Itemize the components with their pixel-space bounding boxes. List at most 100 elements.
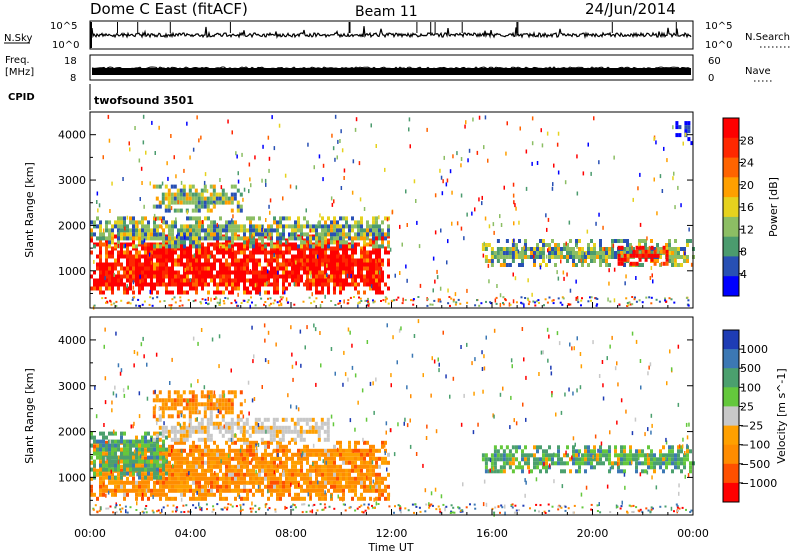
y-tick-label: 3000 xyxy=(58,380,86,393)
y-tick-label: 3000 xyxy=(58,174,86,187)
power-region-2 xyxy=(152,184,243,213)
colorbar-swatch xyxy=(723,236,739,257)
nsky-label: N.Sky xyxy=(4,33,32,44)
time-axis-label: Time UT xyxy=(367,541,413,554)
colorbar-swatch xyxy=(723,444,739,465)
x-tick-label: 12:00 xyxy=(376,527,408,540)
colorbar-tick-label: 16 xyxy=(740,201,754,214)
velocity-data-layer xyxy=(90,319,695,517)
cpid-value: twofsound 3501 xyxy=(94,94,194,107)
x-tick-label: 08:00 xyxy=(275,527,307,540)
cpid-panel: CPID twofsound 3501 xyxy=(8,84,194,110)
colorbar-swatch xyxy=(723,387,739,407)
power-data-layer xyxy=(90,114,695,310)
y-tick-label: 4000 xyxy=(58,129,86,142)
nave-axis-top: 60 xyxy=(708,56,721,67)
colorbar-tick-label: 25 xyxy=(740,400,754,413)
velocity-colorbar-label-text: Velocity [m s^-1] xyxy=(775,368,788,463)
colorbar-tick-label: 8 xyxy=(740,246,747,259)
y-tick-label: 1000 xyxy=(58,471,86,484)
colorbar-swatch xyxy=(723,177,739,198)
power-region-4 xyxy=(617,245,669,266)
colorbar-swatch xyxy=(723,425,739,446)
freq-trace xyxy=(91,66,691,75)
y-tick-label: 2000 xyxy=(58,219,86,232)
power-region-5 xyxy=(675,121,694,146)
nave-axis-bottom: 0 xyxy=(708,73,714,84)
colorbar-tick-label: −500 xyxy=(740,458,770,471)
velocity-y-label: Slant Range [km] xyxy=(23,368,36,464)
nsky-axis-top: 10^5 xyxy=(50,21,77,32)
velocity-colorbar-ticks: 1000 500 100 25 −25 −100 −500 −1000 xyxy=(739,343,777,490)
freq-line xyxy=(91,66,691,70)
power-y-ticks: 1000 2000 3000 4000 xyxy=(58,129,693,294)
vel-region-0 xyxy=(90,440,390,501)
freq-axis-bottom: 8 xyxy=(70,73,76,84)
power-region-1 xyxy=(90,216,390,249)
nsearch-axis-top: 10^5 xyxy=(705,21,732,32)
x-tick-label: 16:00 xyxy=(476,527,508,540)
date-title: 24/Jun/2014 xyxy=(585,0,676,18)
nsky-line xyxy=(90,26,692,40)
colorbar-swatch xyxy=(723,368,739,388)
colorbar-swatch xyxy=(723,330,739,350)
x-tick-label: 04:00 xyxy=(175,527,207,540)
y-tick-label: 4000 xyxy=(58,334,86,347)
power-colorbar-label: Power [dB] xyxy=(767,177,780,237)
colorbar-tick-label: 100 xyxy=(740,381,761,394)
colorbar-swatch xyxy=(723,216,739,238)
colorbar-tick-label: 4 xyxy=(740,268,747,281)
nsky-trace xyxy=(90,22,692,48)
velocity-panel: 1000 2000 3000 4000 Slant Range [km] xyxy=(23,316,695,517)
colorbar-tick-label: 1000 xyxy=(740,343,768,356)
x-tick-label: 00:00 xyxy=(74,527,106,540)
colorbar-swatch xyxy=(723,482,739,503)
freq-axis-top: 18 xyxy=(64,56,77,67)
vel-near-range-band xyxy=(92,503,693,514)
nsky-panel: N.Sky 10^5 10^0 10^5 10^0 N.Search xyxy=(4,20,792,51)
colorbar-swatch xyxy=(723,349,739,369)
colorbar-tick-label: −100 xyxy=(740,439,770,452)
vel-scatter xyxy=(94,319,690,517)
y-tick-label: 1000 xyxy=(58,265,86,278)
power-colorbar-label-text: Power [dB] xyxy=(767,177,780,237)
colorbar-swatch xyxy=(723,118,739,139)
colorbar-swatch xyxy=(723,406,739,426)
colorbar-tick-label: −1000 xyxy=(740,477,777,490)
colorbar-tick-label: 500 xyxy=(740,362,761,375)
velocity-colorbar: 1000 500 100 25 −25 −100 −500 −1000 Velocity [m… xyxy=(722,329,788,503)
colorbar-swatch xyxy=(723,137,739,159)
station-title: Dome C East (fitACF) xyxy=(90,0,248,18)
cpid-label: CPID xyxy=(8,92,35,103)
power-near-range-band xyxy=(93,296,690,307)
colorbar-tick-label: 12 xyxy=(740,223,754,236)
y-tick-label: 2000 xyxy=(58,426,86,439)
velocity-colorbar-swatches xyxy=(723,330,739,503)
x-tick-label: 00:00 xyxy=(677,527,709,540)
colorbar-swatch xyxy=(723,276,739,297)
colorbar-swatch xyxy=(723,256,739,277)
colorbar-tick-label: 20 xyxy=(740,179,754,192)
power-scatter xyxy=(92,114,693,310)
vel-region-1 xyxy=(90,431,168,480)
colorbar-swatch xyxy=(723,157,739,178)
colorbar-swatch xyxy=(723,197,739,218)
power-panel: 1000 2000 3000 4000 Slant Range [km] xyxy=(23,111,695,310)
nsearch-label: N.Search xyxy=(745,32,790,43)
velocity-y-ticks: 1000 2000 3000 4000 xyxy=(58,334,693,501)
vel-region-3 xyxy=(152,390,243,419)
vel-region-4 xyxy=(481,445,695,474)
power-colorbar-swatches xyxy=(723,118,739,297)
x-tick-label: 20:00 xyxy=(577,527,609,540)
nave-label: Nave xyxy=(745,66,771,77)
colorbar-tick-label: −25 xyxy=(740,420,763,433)
freq-unit-label: [MHz] xyxy=(5,67,34,78)
power-y-label: Slant Range [km] xyxy=(23,162,36,258)
colorbar-swatch xyxy=(723,463,739,484)
nsky-axis-bottom: 10^0 xyxy=(52,40,79,51)
time-axis: 00:00 04:00 08:00 12:00 16:00 20:00 00:00 xyxy=(74,302,709,540)
beam-title: Beam 11 xyxy=(355,4,418,20)
freq-panel: Freq. [MHz] 18 8 60 0 Nave xyxy=(5,54,772,84)
colorbar-tick-label: 24 xyxy=(740,157,754,170)
